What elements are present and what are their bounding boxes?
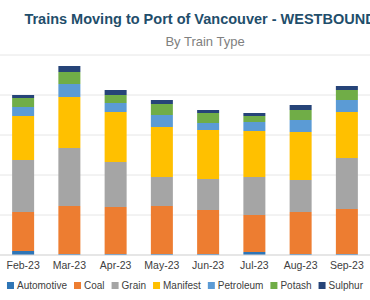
- bar-segment: [12, 95, 34, 98]
- bar-segment: [197, 179, 219, 210]
- bar-segment: [12, 98, 34, 107]
- bar-segment: [151, 127, 173, 177]
- bar-segment: [58, 84, 80, 97]
- bar-segment: [243, 215, 265, 252]
- legend-swatch: [153, 282, 160, 289]
- x-tick-label: Mar-23: [53, 259, 86, 271]
- bar-segment: [12, 212, 34, 251]
- bar-segment: [243, 113, 265, 116]
- legend-swatch: [74, 282, 81, 289]
- bar-segment: [105, 103, 127, 112]
- x-tick-label: May-23: [144, 259, 179, 271]
- grid-line: [0, 95, 370, 96]
- bar-segment: [12, 160, 34, 212]
- legend-label: Manifest: [163, 280, 201, 291]
- bar-segment: [243, 131, 265, 177]
- bar-segment: [336, 112, 358, 158]
- grid-line: [0, 175, 370, 176]
- bar-segment: [58, 66, 80, 72]
- grid-line: [0, 215, 370, 216]
- bar-segment: [197, 113, 219, 123]
- x-tick-label: Apr-23: [100, 259, 132, 271]
- bar-segment: [197, 110, 219, 113]
- legend-label: Automotive: [17, 280, 67, 291]
- bar-segment: [290, 180, 312, 212]
- grid-line: [0, 255, 370, 256]
- legend-label: Coal: [84, 280, 105, 291]
- bar-segment: [58, 72, 80, 84]
- x-tick-label: Feb-23: [6, 259, 39, 271]
- bar-segment: [151, 206, 173, 254]
- bar-segment: [336, 100, 358, 112]
- x-tick-label: Sep-23: [330, 259, 364, 271]
- bar-segment: [336, 158, 358, 209]
- bar-segment: [105, 207, 127, 254]
- bar-segment: [197, 130, 219, 179]
- x-axis-line: [0, 255, 370, 256]
- bar-segment: [105, 95, 127, 103]
- bar-segment: [336, 209, 358, 254]
- legend-swatch: [208, 282, 215, 289]
- x-tick-label: Jul-23: [240, 259, 269, 271]
- bar-segment: [197, 210, 219, 254]
- x-tick-label: Jun-23: [192, 259, 224, 271]
- chart: Trains Moving to Port of Vancouver - WES…: [0, 0, 370, 300]
- bar-segment: [290, 212, 312, 254]
- bar-segment: [243, 116, 265, 122]
- bar-segment: [336, 86, 358, 90]
- x-tick-label: Aug-23: [284, 259, 318, 271]
- legend-swatch: [319, 282, 326, 289]
- bar-segment: [105, 112, 127, 162]
- legend-label: Grain: [122, 280, 146, 291]
- bar-segment: [12, 116, 34, 160]
- legend-swatch: [112, 282, 119, 289]
- bar-segment: [290, 110, 312, 120]
- legend-label: Potash: [280, 280, 311, 291]
- bar-segment: [290, 105, 312, 110]
- bar-segment: [58, 148, 80, 206]
- bar-segment: [290, 132, 312, 180]
- bar-segment: [336, 90, 358, 100]
- bar-segment: [151, 104, 173, 115]
- legend-swatch: [270, 282, 277, 289]
- bar-segment: [243, 122, 265, 131]
- legend-swatch: [7, 282, 14, 289]
- bar-segment: [151, 177, 173, 206]
- title: Trains Moving to Port of Vancouver - WES…: [24, 11, 370, 27]
- bar-segment: [151, 115, 173, 127]
- subtitle: By Train Type: [165, 34, 244, 49]
- bar-segment: [105, 90, 127, 95]
- legend: Automotive Coal Grain Manifest Petroleum Pota…: [7, 280, 364, 291]
- bar-segment: [290, 120, 312, 132]
- grid-line: [0, 135, 370, 136]
- legend-label: Petroleum: [218, 280, 264, 291]
- bar-segment: [151, 100, 173, 104]
- bar-segment: [105, 162, 127, 207]
- bar-segment: [243, 177, 265, 215]
- legend-label: Sulphur: [329, 280, 364, 291]
- bar-segment: [12, 251, 34, 255]
- bar-segment: [58, 206, 80, 254]
- bar-segment: [58, 97, 80, 148]
- grid-line: [0, 55, 370, 56]
- bar-segment: [12, 107, 34, 116]
- bar-segment: [197, 123, 219, 130]
